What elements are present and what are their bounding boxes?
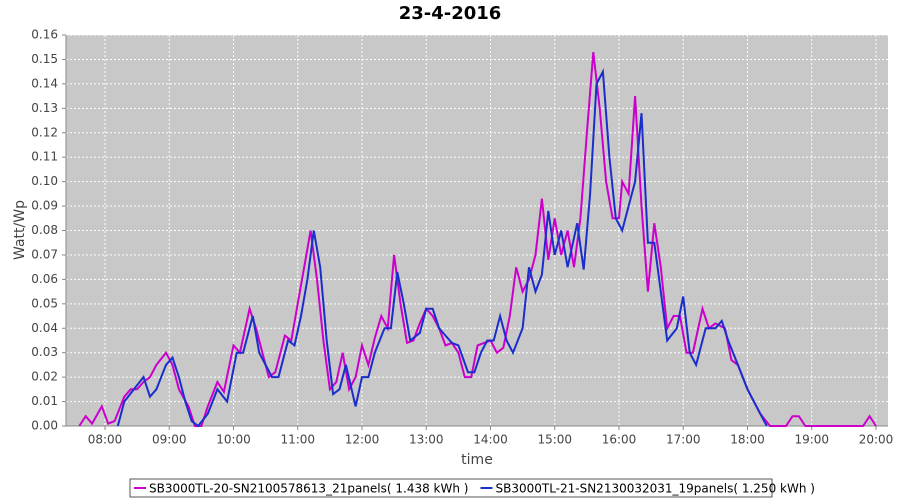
x-tick-label: 19:00 (794, 433, 829, 447)
y-tick-label: 0.08 (31, 223, 58, 237)
y-tick-label: 0.04 (31, 321, 58, 335)
y-axis-label: Watt/Wp (12, 200, 28, 260)
y-tick-label: 0.02 (31, 370, 58, 384)
x-tick-label: 09:00 (152, 433, 187, 447)
x-tick-label: 08:00 (88, 433, 123, 447)
y-tick-label: 0.14 (31, 76, 58, 90)
legend (129, 478, 773, 498)
x-tick-label: 16:00 (602, 433, 637, 447)
y-tick-label: 0.12 (31, 125, 58, 139)
series-line (116, 68, 768, 428)
x-axis-label: time (461, 452, 493, 468)
x-tick-label: 18:00 (730, 433, 765, 447)
y-tick-label: 0.03 (31, 345, 58, 359)
y-tick-label: 0.09 (31, 199, 58, 213)
y-tick-label: 0.10 (31, 174, 58, 188)
y-tick-label: 0.05 (31, 296, 58, 310)
x-tick-label: 17:00 (666, 433, 701, 447)
x-tick-label: 13:00 (409, 433, 444, 447)
y-tick-label: 0.06 (31, 272, 58, 286)
legend-label: SB3000TL-20-SN2100578613_21panels( 1.438… (149, 482, 468, 496)
y-tick-label: 0.07 (31, 247, 58, 261)
y-tick-label: 0.00 (31, 419, 58, 433)
chart-title: 23-4-2016 (399, 3, 502, 24)
x-tick-label: 20:00 (859, 433, 894, 447)
y-tick-label: 0.15 (31, 52, 58, 66)
x-tick-label: 15:00 (537, 433, 572, 447)
y-tick-label: 0.11 (31, 150, 58, 164)
x-tick-label: 12:00 (345, 433, 380, 447)
y-tick-label: 0.13 (31, 101, 58, 115)
x-tick-label: 11:00 (280, 433, 315, 447)
y-tick-label: 0.16 (31, 28, 58, 42)
legend-label: SB3000TL-21-SN2130032031_19panels( 1.250… (495, 482, 814, 496)
x-tick-label: 10:00 (216, 433, 251, 447)
x-tick-label: 14:00 (473, 433, 508, 447)
y-tick-label: 0.01 (31, 394, 58, 408)
